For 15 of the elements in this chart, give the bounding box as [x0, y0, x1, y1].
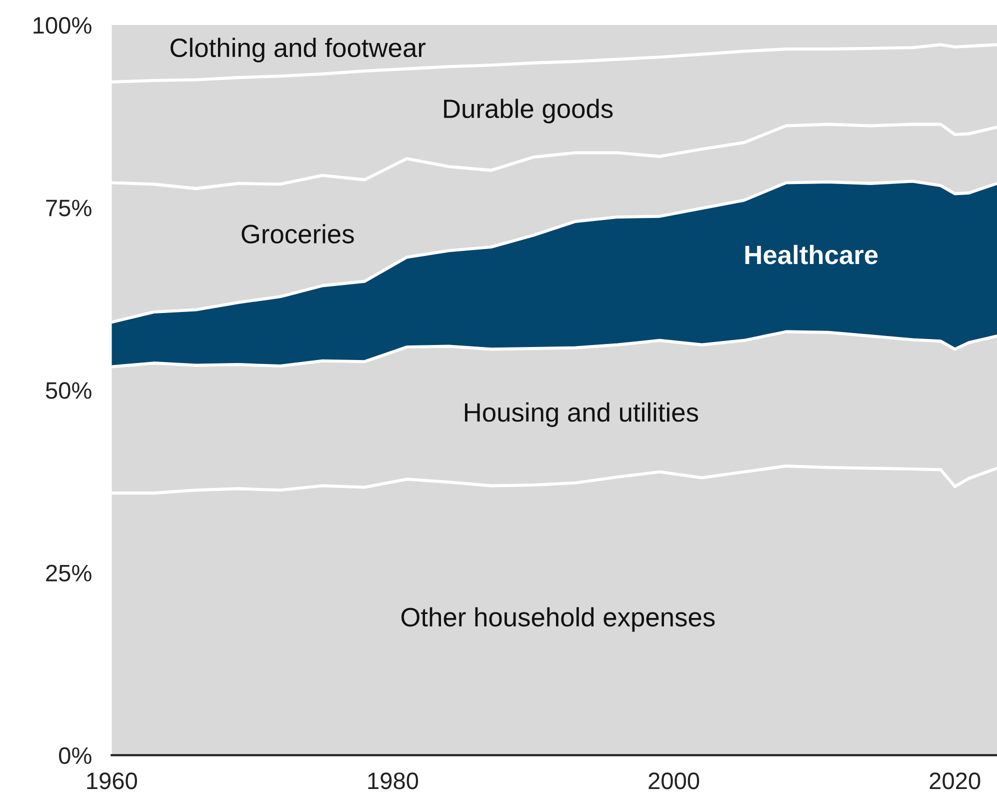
series-label: Clothing and footwear: [170, 38, 426, 62]
series-label: Housing and utilities: [464, 402, 698, 428]
x-tick-label: 2000: [648, 772, 700, 790]
y-tick-label: 50%: [46, 382, 92, 399]
y-tick-label: 0%: [59, 747, 92, 764]
y-tick-label: 75%: [46, 200, 92, 216]
series-label: Healthcare: [745, 244, 878, 264]
y-tick-label: 100%: [34, 17, 92, 34]
series-label: Groceries: [242, 224, 354, 244]
series-label: Durable goods: [444, 98, 613, 124]
series-label: Other household expenses: [401, 607, 715, 632]
x-tick-label: 1980: [368, 772, 418, 790]
y-tick-label: 25%: [46, 564, 92, 582]
x-tick-label: 1960: [87, 772, 138, 790]
x-tick-label: 2020: [930, 772, 980, 790]
